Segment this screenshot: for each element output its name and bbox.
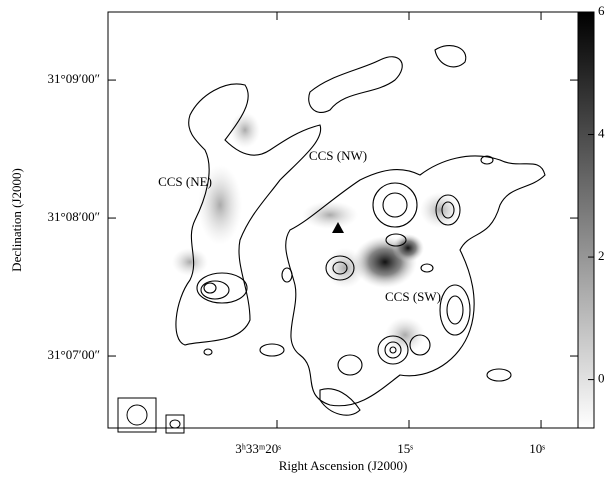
x-tick-label: 10ˢ — [529, 441, 545, 456]
colorbar-tick-label: 2 — [598, 248, 605, 263]
y-tick-label: 31°08′00″ — [48, 209, 100, 224]
colorbar-tick-label: 0 — [598, 371, 605, 386]
colorbar-tick-label: 4 — [598, 126, 605, 141]
contours — [175, 45, 546, 416]
x-axis-label: Right Ascension (J2000) — [279, 458, 408, 473]
y-tick-label: 31°09′00″ — [48, 71, 100, 86]
colorbar — [577, 11, 595, 429]
colorbar-tick-label: 6 — [598, 3, 605, 18]
beams — [117, 397, 185, 434]
x-tick-label: 3ʰ33ᵐ20ˢ — [235, 441, 281, 456]
y-axis-label: Declination (J2000) — [9, 168, 24, 272]
emission-map — [172, 112, 460, 353]
annotation: CCS (NW) — [309, 148, 367, 163]
y-tick-label: 31°07′00″ — [48, 347, 100, 362]
source-marker — [332, 222, 344, 233]
annotation: CCS (NE) — [158, 174, 212, 189]
annotation: CCS (SW) — [385, 289, 441, 304]
x-tick-label: 15ˢ — [397, 441, 413, 456]
